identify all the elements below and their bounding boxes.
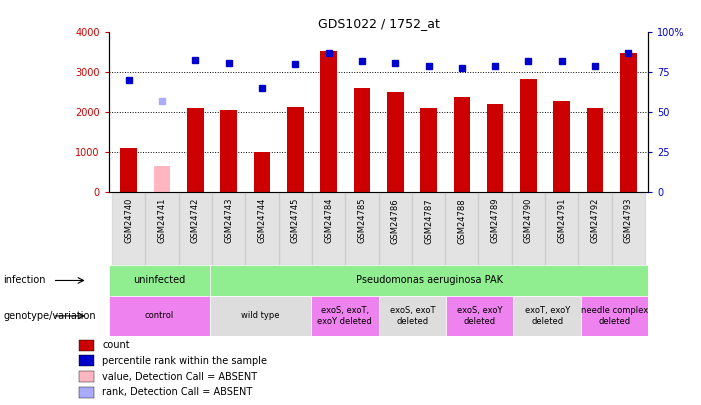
Text: value, Detection Call = ABSENT: value, Detection Call = ABSENT — [102, 372, 257, 382]
Bar — [445, 192, 479, 265]
Bar — [254, 151, 271, 192]
Bar — [320, 51, 337, 192]
Bar — [154, 166, 170, 192]
Bar — [345, 192, 379, 265]
Bar — [312, 192, 345, 265]
Bar — [179, 192, 212, 265]
Bar — [512, 192, 545, 265]
Bar — [210, 296, 311, 336]
Bar — [578, 192, 612, 265]
Bar — [109, 265, 210, 296]
Bar — [387, 92, 404, 192]
Text: exoS, exoT,
exoY deleted: exoS, exoT, exoY deleted — [318, 306, 372, 326]
Bar — [420, 109, 437, 192]
Bar — [479, 192, 512, 265]
Text: wild type: wild type — [241, 311, 280, 320]
Bar — [581, 296, 648, 336]
Text: count: count — [102, 340, 130, 350]
Bar — [353, 87, 370, 192]
Bar — [620, 53, 637, 192]
Text: exoS, exoY
deleted: exoS, exoY deleted — [457, 306, 503, 326]
Bar — [121, 148, 137, 192]
Bar — [446, 296, 514, 336]
Bar — [379, 296, 446, 336]
Bar — [145, 192, 179, 265]
Text: genotype/variation: genotype/variation — [4, 311, 96, 321]
Bar — [187, 109, 203, 192]
Title: GDS1022 / 1752_at: GDS1022 / 1752_at — [318, 17, 440, 30]
Bar — [79, 371, 94, 382]
Bar — [587, 109, 604, 192]
Text: uninfected: uninfected — [133, 275, 185, 286]
Text: needle complex
deleted: needle complex deleted — [581, 306, 648, 326]
Bar — [612, 192, 645, 265]
Text: Pseudomonas aeruginosa PAK: Pseudomonas aeruginosa PAK — [355, 275, 503, 286]
Bar — [454, 97, 470, 192]
Bar — [245, 192, 278, 265]
Bar — [412, 192, 445, 265]
Bar — [278, 192, 312, 265]
Bar — [212, 192, 245, 265]
Bar — [109, 296, 210, 336]
Text: percentile rank within the sample: percentile rank within the sample — [102, 356, 267, 366]
Text: exoS, exoT
deleted: exoS, exoT deleted — [390, 306, 435, 326]
Bar — [311, 296, 379, 336]
Bar — [514, 296, 581, 336]
Bar — [79, 339, 94, 350]
Text: control: control — [144, 311, 174, 320]
Bar — [287, 107, 304, 192]
Bar — [520, 79, 537, 192]
Bar — [545, 192, 578, 265]
Bar — [112, 192, 145, 265]
Bar — [210, 265, 648, 296]
Text: rank, Detection Call = ABSENT: rank, Detection Call = ABSENT — [102, 388, 252, 397]
Bar — [486, 104, 503, 192]
Bar — [379, 192, 412, 265]
Text: infection: infection — [4, 275, 46, 286]
Bar — [79, 387, 94, 398]
Bar — [79, 356, 94, 366]
Bar — [554, 101, 570, 192]
Text: exoT, exoY
deleted: exoT, exoY deleted — [524, 306, 570, 326]
Bar — [220, 111, 237, 192]
